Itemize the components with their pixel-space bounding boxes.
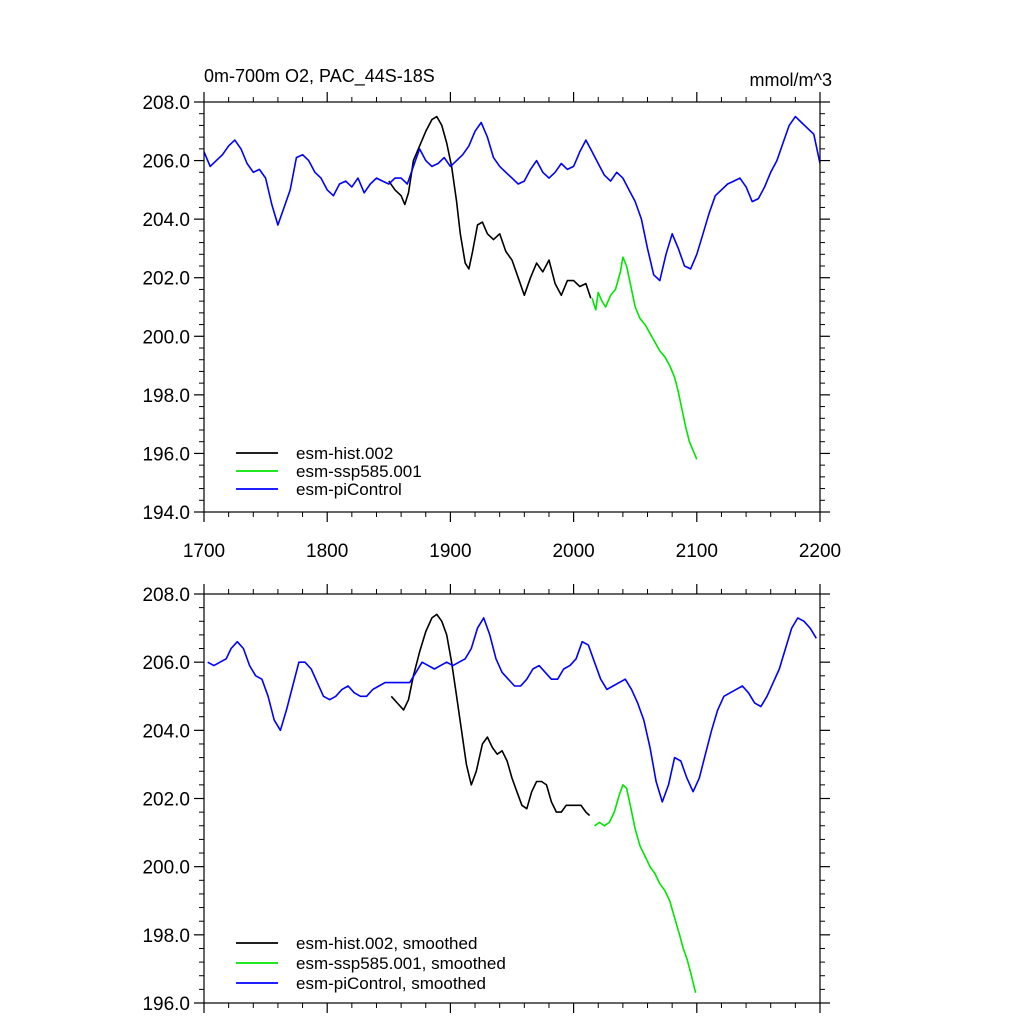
bottom-plot-marks	[207, 613, 817, 993]
y-tick-label: 196.0	[142, 444, 190, 465]
y-tick-label: 202.0	[142, 269, 190, 290]
y-tick-label: 198.0	[142, 386, 190, 407]
x-tick-label: 2000	[552, 541, 594, 562]
top-panel: 0m-700m O2, PAC_44S-18S mmol/m^3 194.019…	[142, 66, 841, 562]
y-tick-label: 196.0	[142, 994, 190, 1015]
y-tick-label: 206.0	[142, 152, 190, 173]
legend-label: esm-ssp585.001	[296, 462, 422, 481]
y-tick-label: 208.0	[142, 585, 190, 606]
top-plot-marks	[204, 115, 820, 460]
y-tick-label: 204.0	[142, 210, 190, 231]
series-line-esm-picontrol-smoothed	[207, 617, 817, 803]
legend-label: esm-piControl, smoothed	[296, 974, 486, 993]
bottom-panel: 196.0 198.0 200.0 202.0 204.0 206.0 208.0 esm-…	[142, 584, 830, 1015]
top-plot-axes: 194.0 196.0 198.0 200.0 202.0 204.0 206.0 208.0…	[142, 92, 841, 562]
y-tick-label: 198.0	[142, 926, 190, 947]
series-line-esm-ssp585-001-smoothed	[594, 784, 697, 993]
x-tick-label: 1800	[306, 541, 348, 562]
series-line-esm-ssp585-001	[591, 256, 698, 460]
series-line-esm-hist-002	[388, 115, 592, 299]
y-tick-label: 200.0	[142, 858, 190, 879]
series-line-esm-hist-002-smoothed	[390, 613, 591, 817]
x-tick-label: 2100	[676, 541, 718, 562]
legend-label: esm-hist.002	[296, 444, 393, 463]
units-label: mmol/m^3	[750, 70, 832, 90]
x-tick-label: 2200	[799, 541, 841, 562]
y-tick-label: 206.0	[142, 653, 190, 674]
series-line-esm-picontrol	[204, 115, 820, 282]
x-tick-label: 1900	[429, 541, 471, 562]
plot-frame	[203, 101, 821, 513]
chart-title: 0m-700m O2, PAC_44S-18S	[204, 66, 435, 87]
legend-label: esm-piControl	[296, 480, 402, 499]
x-tick-label: 1700	[183, 541, 225, 562]
y-tick-label: 200.0	[142, 327, 190, 348]
y-tick-label: 208.0	[142, 93, 190, 114]
bottom-plot-axes: 196.0 198.0 200.0 202.0 204.0 206.0 208.0	[142, 584, 830, 1015]
legend-label: esm-hist.002, smoothed	[296, 934, 477, 953]
y-tick-label: 194.0	[142, 503, 190, 524]
legend-label: esm-ssp585.001, smoothed	[296, 954, 506, 973]
y-tick-label: 202.0	[142, 790, 190, 811]
y-tick-label: 204.0	[142, 721, 190, 742]
